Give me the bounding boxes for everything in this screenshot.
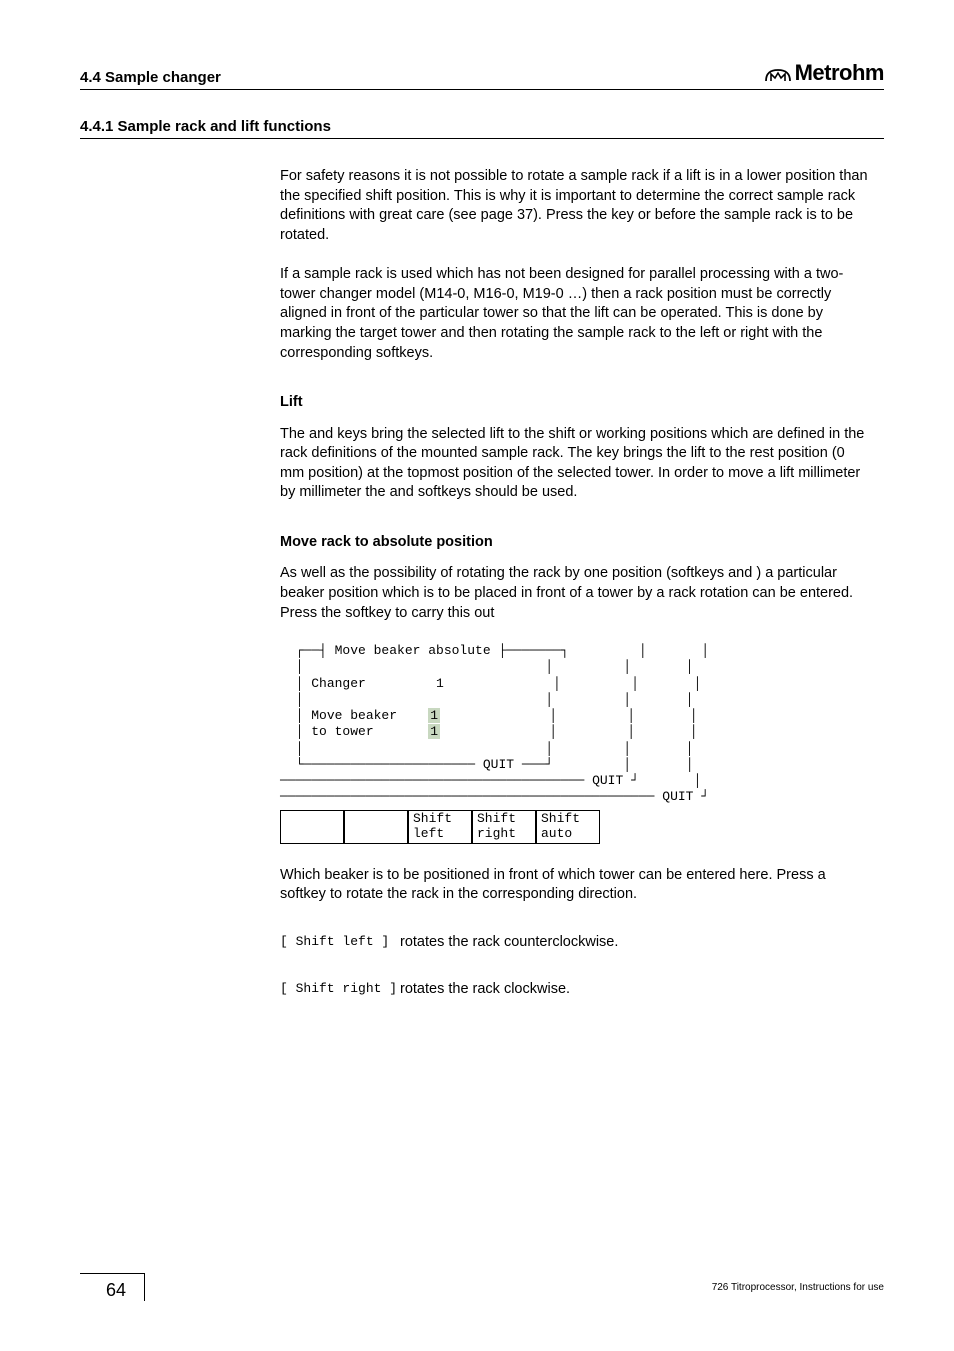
screen-diagram: ┌──┤ Move beaker absolute ├───────┐ │ │ … (280, 643, 870, 844)
move-subheading: Move rack to absolute position (280, 533, 870, 553)
softkey-2[interactable] (344, 810, 408, 844)
section-title: 4.4 Sample changer (80, 69, 221, 86)
screen-ascii: ┌──┤ Move beaker absolute ├───────┐ │ │ … (280, 643, 870, 806)
lift-subheading: Lift (280, 393, 870, 413)
page-number: 64 (80, 1273, 145, 1301)
subsection-heading: 4.4.1 Sample rack and lift functions (80, 118, 884, 139)
softkey-1[interactable] (280, 810, 344, 844)
page-footer: 64 726 Titroprocessor, Instructions for … (80, 1273, 884, 1301)
brand-logo: Metrohm (765, 60, 884, 86)
content-area: For safety reasons it is not possible to… (280, 167, 870, 1000)
paragraph-1: For safety reasons it is not possible to… (280, 167, 870, 245)
softkey-shift-auto[interactable]: Shift auto (536, 810, 600, 844)
softkey-row: Shift left Shift right Shift auto (280, 810, 870, 844)
action-desc-right: rotates the rack clockwise. (400, 980, 570, 1000)
metrohm-icon (765, 64, 791, 82)
paragraph-3: The and keys bring the selected lift to … (280, 425, 870, 503)
softkey-shift-right[interactable]: Shift right (472, 810, 536, 844)
action-shift-right: [ Shift right ] rotates the rack clockwi… (280, 980, 870, 1000)
paragraph-5: Which beaker is to be positioned in fron… (280, 866, 870, 905)
paragraph-4: As well as the possibility of rotating t… (280, 564, 870, 623)
action-key-right: [ Shift right ] (280, 980, 400, 1000)
brand-text: Metrohm (795, 60, 884, 86)
footer-note: 726 Titroprocessor, Instructions for use (712, 1282, 884, 1293)
page-header: 4.4 Sample changer Metrohm (80, 60, 884, 90)
action-desc-left: rotates the rack counterclockwise. (400, 933, 618, 953)
paragraph-2: If a sample rack is used which has not b… (280, 265, 870, 363)
action-shift-left: [ Shift left ] rotates the rack counterc… (280, 933, 870, 953)
softkey-shift-left[interactable]: Shift left (408, 810, 472, 844)
action-key-left: [ Shift left ] (280, 933, 400, 953)
